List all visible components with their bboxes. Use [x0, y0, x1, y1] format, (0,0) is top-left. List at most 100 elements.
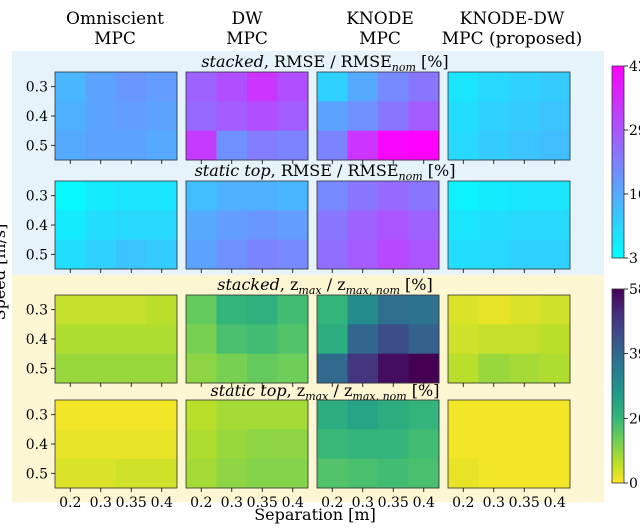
heatmap-cell [539, 239, 571, 270]
heatmap-cell [85, 210, 117, 241]
row-title-zmax-stacked: stacked, zmax / zmax, nom [%] [217, 275, 432, 297]
heatmap-cell [247, 72, 278, 102]
heatmap-cell [448, 458, 479, 489]
heatmap-cell [85, 400, 117, 430]
heatmap-cell [216, 72, 248, 102]
heatmap-cell [317, 101, 348, 132]
y-tick-label: 0.5 [26, 138, 48, 154]
heatmap-cell [146, 239, 178, 270]
heatmap-cell [317, 458, 348, 489]
heatmap-cell [509, 458, 540, 489]
heatmap-cell [247, 239, 278, 270]
heatmap-cell [539, 181, 571, 211]
heatmap-cell [408, 130, 440, 161]
colorbar: 58 39 20 0 [611, 282, 640, 492]
column-header-3-line2: MPC [359, 29, 401, 49]
colorbar-tick-label: 42 [629, 59, 640, 75]
heatmap-cell [146, 429, 178, 460]
heatmap-cell [85, 181, 117, 211]
heatmap-cell [317, 400, 348, 430]
heatmap-cell [116, 324, 147, 355]
colorbar-tick-label: 29 [629, 123, 640, 139]
heatmap-cell [347, 239, 379, 270]
heatmap-cell [116, 130, 147, 161]
heatmap-cell [317, 353, 348, 384]
heatmap-cell [85, 429, 117, 460]
heatmap-cell [277, 353, 309, 384]
heatmap-cell [478, 295, 510, 325]
heatmap-cell [378, 101, 409, 132]
heatmap-cell [347, 429, 379, 460]
heatmap-cell [347, 181, 379, 211]
heatmap-cell [186, 458, 217, 489]
heatmap-cell [347, 400, 379, 430]
row-title-tail: [%] [416, 52, 449, 71]
heatmap-cell [509, 210, 540, 241]
heatmap-cell [317, 181, 348, 211]
heatmap-panel [316, 180, 440, 273]
heatmap-cell [277, 101, 309, 132]
heatmap-cell [85, 101, 117, 132]
panel-frame [447, 180, 571, 270]
heatmap-cell [448, 181, 479, 211]
heatmap-cell [216, 458, 248, 489]
heatmap-cell [146, 210, 178, 241]
heatmap-cell [408, 181, 440, 211]
heatmap-cell [116, 181, 147, 211]
heatmap-cell [277, 400, 309, 430]
panel-frame [316, 294, 440, 384]
heatmap-cell [186, 130, 217, 161]
heatmap-cell [317, 324, 348, 355]
y-tick-label: 0.3 [26, 408, 48, 424]
heatmap-panel [447, 180, 571, 273]
row-title-suffix: , RMSE / RMSE [271, 161, 399, 180]
heatmap-cell [478, 130, 510, 161]
heatmap-cell [317, 295, 348, 325]
heatmap-panel [447, 294, 571, 387]
heatmap-cell [539, 130, 571, 161]
heatmap-cell [539, 101, 571, 132]
column-headers: Omniscient MPC DW MPC KNODE MPC KNODE-DW… [66, 9, 582, 49]
heatmap-cell [478, 353, 510, 384]
x-tick-label: 0.35 [116, 495, 147, 511]
heatmap-cell [55, 101, 86, 132]
x-tick-label: 0.2 [321, 495, 343, 511]
heatmap-cell [186, 239, 217, 270]
column-header-4-line2: MPC (proposed) [442, 29, 583, 49]
colorbar-tick-label: 16 [629, 187, 640, 203]
heatmap-cell [146, 353, 178, 384]
heatmap-cell [347, 130, 379, 161]
heatmap-cell [448, 400, 479, 430]
heatmap-cell [478, 429, 510, 460]
heatmap-cell [509, 324, 540, 355]
row-title-tail: [%] [423, 161, 456, 180]
row-title-rmse-stacked: stacked, RMSE / RMSEnom [%] [201, 52, 448, 74]
heatmap-cell [146, 72, 178, 102]
heatmap-cell [478, 324, 510, 355]
y-tick-label: 0.4 [26, 109, 48, 125]
y-tick-label: 0.4 [26, 218, 48, 234]
y-tick-label: 0.3 [26, 303, 48, 319]
heatmap-cell [85, 295, 117, 325]
x-tick-label: 0.4 [413, 495, 435, 511]
heatmap-cell [146, 130, 178, 161]
heatmap-cell [408, 353, 440, 384]
heatmap-cell [478, 210, 510, 241]
heatmap-cell [216, 239, 248, 270]
panel-frame [185, 71, 309, 161]
panel-frame [185, 180, 309, 270]
heatmap-cell [408, 324, 440, 355]
heatmap-cell [478, 239, 510, 270]
heatmap-cell [186, 101, 217, 132]
heatmap-cell [317, 130, 348, 161]
heatmap-panel: 0.2 0.3 0.35 0.4 [447, 399, 571, 511]
heatmap-cell [186, 72, 217, 102]
heatmap-cell [539, 295, 571, 325]
colorbar-tick-label: 0 [629, 476, 638, 492]
y-axis-label: Speed [m/s] [0, 224, 9, 321]
heatmap-cell [55, 130, 86, 161]
panel-frame [316, 71, 440, 161]
heatmap-cell [146, 295, 178, 325]
heatmap-cell [277, 130, 309, 161]
